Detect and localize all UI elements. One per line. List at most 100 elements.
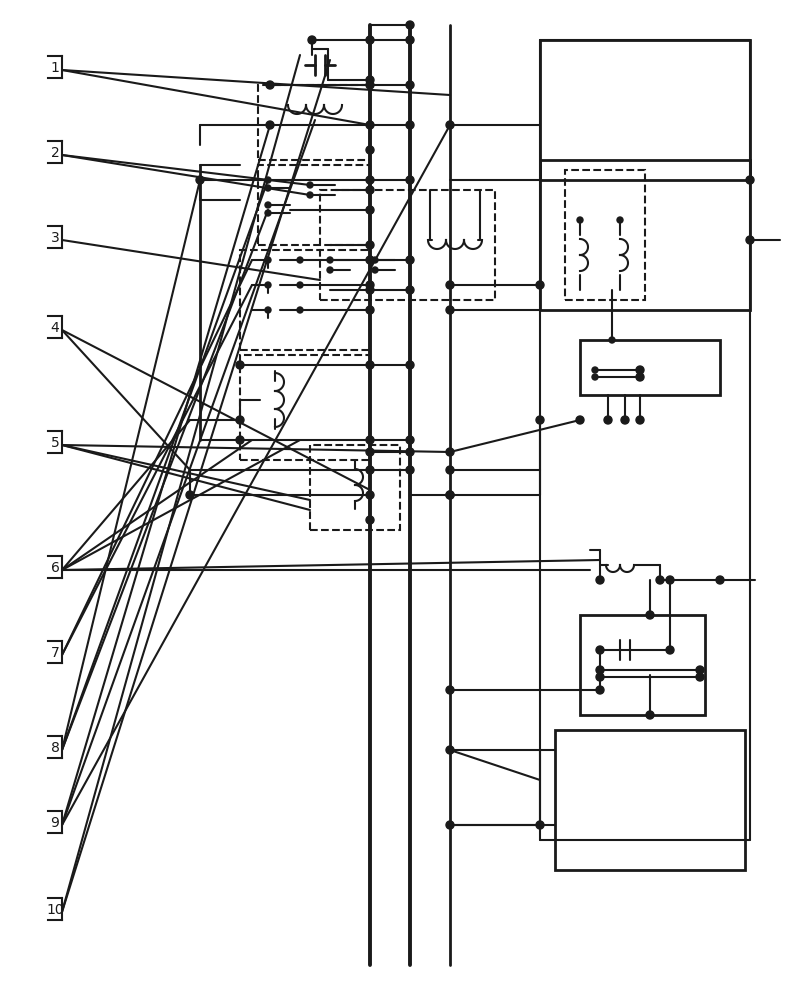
Circle shape	[406, 21, 414, 29]
Circle shape	[406, 361, 414, 369]
Bar	[539, 40, 749, 180]
Circle shape	[236, 416, 244, 424]
Circle shape	[445, 491, 453, 499]
Circle shape	[326, 257, 333, 263]
Circle shape	[366, 121, 374, 129]
Circle shape	[265, 121, 273, 129]
Circle shape	[326, 267, 333, 273]
Circle shape	[371, 267, 378, 273]
Circle shape	[308, 36, 316, 44]
Bar	[579, 615, 704, 715]
Bar	[257, 85, 370, 160]
Text: 6: 6	[51, 561, 59, 575]
Circle shape	[366, 176, 374, 184]
Bar	[257, 165, 370, 245]
Circle shape	[616, 217, 622, 223]
Circle shape	[577, 217, 582, 223]
Circle shape	[366, 491, 374, 499]
Circle shape	[608, 337, 614, 343]
Circle shape	[445, 306, 453, 314]
Circle shape	[665, 646, 673, 654]
Circle shape	[306, 182, 313, 188]
Circle shape	[366, 256, 374, 264]
Text: 1: 1	[51, 61, 59, 75]
Circle shape	[445, 686, 453, 694]
Circle shape	[265, 202, 270, 208]
Circle shape	[306, 192, 313, 198]
Circle shape	[595, 576, 603, 584]
Circle shape	[297, 307, 302, 313]
Circle shape	[265, 177, 270, 183]
Circle shape	[595, 673, 603, 681]
Circle shape	[445, 121, 453, 129]
Text: 7: 7	[51, 646, 59, 660]
Circle shape	[445, 491, 453, 499]
Circle shape	[406, 121, 414, 129]
Circle shape	[406, 466, 414, 474]
Circle shape	[366, 466, 374, 474]
Circle shape	[406, 436, 414, 444]
Circle shape	[445, 281, 453, 289]
Bar	[310, 445, 399, 530]
Circle shape	[715, 576, 723, 584]
Circle shape	[366, 206, 374, 214]
Circle shape	[695, 673, 703, 681]
Text: 10: 10	[47, 903, 63, 917]
Circle shape	[645, 611, 653, 619]
Circle shape	[366, 81, 374, 89]
Circle shape	[406, 286, 414, 294]
Circle shape	[406, 256, 414, 264]
Circle shape	[366, 448, 374, 456]
Circle shape	[406, 81, 414, 89]
Circle shape	[366, 286, 374, 294]
Circle shape	[655, 576, 663, 584]
Text: 5: 5	[51, 436, 59, 450]
Circle shape	[445, 821, 453, 829]
Circle shape	[445, 448, 453, 456]
Circle shape	[535, 416, 543, 424]
Bar	[565, 170, 644, 300]
Circle shape	[665, 576, 673, 584]
Text: 4: 4	[51, 321, 59, 335]
Circle shape	[236, 436, 244, 444]
Text: 2: 2	[51, 146, 59, 160]
Bar	[579, 340, 719, 395]
Circle shape	[366, 361, 374, 369]
Circle shape	[366, 436, 374, 444]
Bar	[240, 355, 370, 460]
Circle shape	[265, 257, 270, 263]
Circle shape	[371, 257, 378, 263]
Circle shape	[603, 416, 611, 424]
Circle shape	[645, 711, 653, 719]
Circle shape	[265, 210, 270, 216]
Circle shape	[265, 282, 270, 288]
Circle shape	[366, 281, 374, 289]
Circle shape	[196, 176, 204, 184]
Circle shape	[366, 76, 374, 84]
Circle shape	[445, 746, 453, 754]
Text: 9: 9	[51, 816, 59, 830]
Circle shape	[265, 185, 270, 191]
Circle shape	[535, 281, 543, 289]
Circle shape	[366, 306, 374, 314]
Circle shape	[406, 36, 414, 44]
Circle shape	[695, 666, 703, 674]
Circle shape	[595, 666, 603, 674]
Circle shape	[236, 361, 244, 369]
Circle shape	[366, 36, 374, 44]
Circle shape	[595, 646, 603, 654]
Text: 8: 8	[51, 741, 59, 755]
Text: 3: 3	[51, 231, 59, 245]
Circle shape	[406, 176, 414, 184]
Circle shape	[635, 366, 643, 374]
Bar	[240, 250, 370, 350]
Circle shape	[595, 686, 603, 694]
Circle shape	[265, 81, 273, 89]
Bar	[320, 190, 494, 300]
Bar	[539, 160, 749, 310]
Circle shape	[445, 466, 453, 474]
Circle shape	[535, 821, 543, 829]
Circle shape	[186, 491, 194, 499]
Circle shape	[366, 146, 374, 154]
Circle shape	[366, 516, 374, 524]
